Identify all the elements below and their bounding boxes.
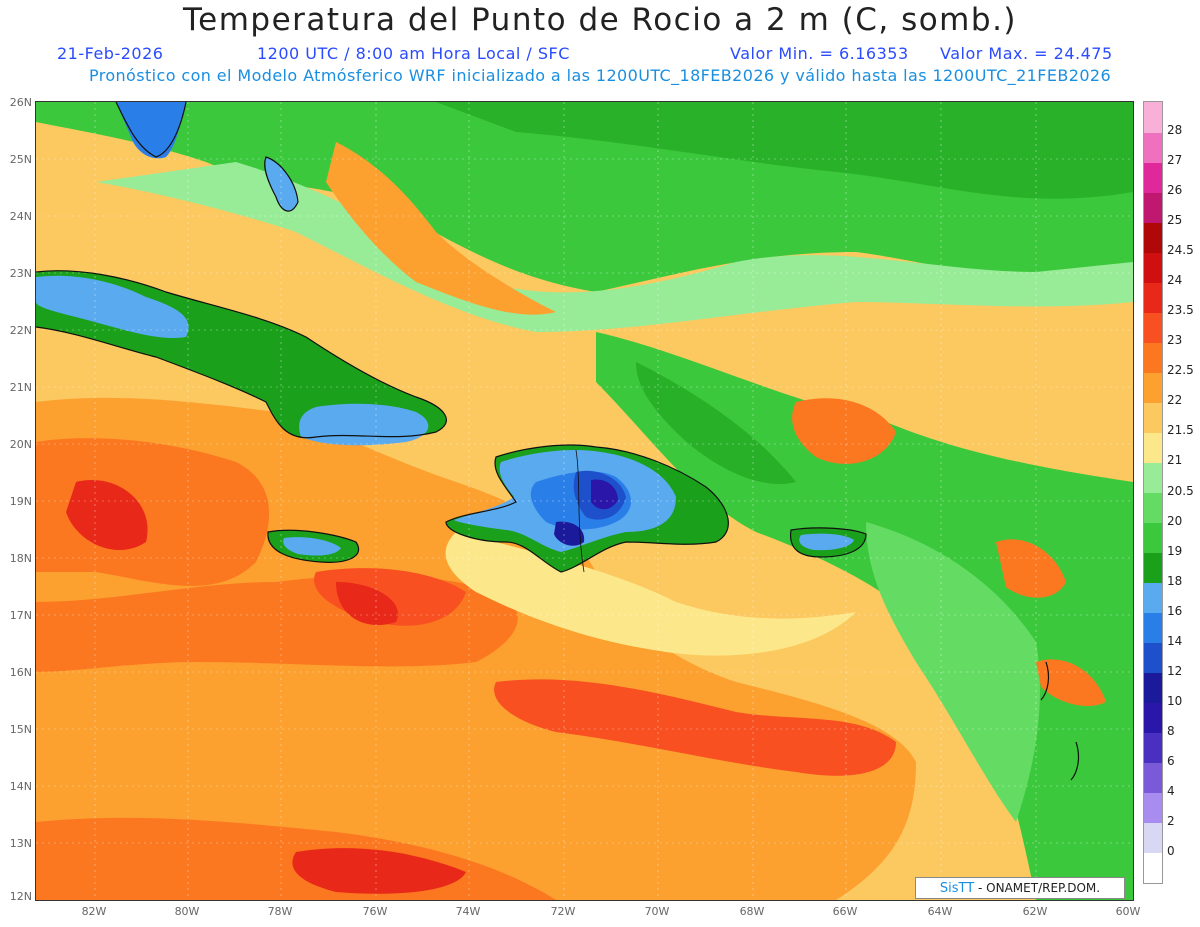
colorbar-tick-label: 12 <box>1167 663 1183 678</box>
colorbar-swatch <box>1144 672 1162 704</box>
lat-label-21n: 21N <box>9 381 32 394</box>
dewpoint-map <box>35 101 1134 901</box>
lat-label-19n: 19N <box>9 495 32 508</box>
lat-label-20n: 20N <box>9 438 32 451</box>
lat-label-25n: 25N <box>9 153 32 166</box>
colorbar-tick-label: 24.5 <box>1167 243 1194 258</box>
lon-label-82w: 82W <box>81 905 107 918</box>
colorbar-swatch <box>1144 822 1162 854</box>
lat-label-23n: 23N <box>9 267 32 280</box>
colorbar-tick-label: 14 <box>1167 633 1183 648</box>
lon-label-66w: 66W <box>832 905 858 918</box>
colorbar-tick-label: 4 <box>1167 783 1175 798</box>
colorbar-swatch <box>1144 312 1162 343</box>
colorbar-swatch <box>1144 192 1162 223</box>
colorbar-swatch <box>1144 582 1162 614</box>
lon-label-78w: 78W <box>267 905 293 918</box>
colorbar-swatch <box>1144 252 1162 283</box>
colorbar-swatch <box>1144 642 1162 674</box>
colorbar-tick-label: 21.5 <box>1167 423 1194 438</box>
lat-label-14n: 14N <box>9 780 32 793</box>
dewpoint-field <box>36 102 1133 900</box>
colorbar-tick-label: 23 <box>1167 333 1183 348</box>
colorbar-tick-label: 19 <box>1167 543 1183 558</box>
lon-label-68w: 68W <box>739 905 765 918</box>
colorbar-tick-label: 22.5 <box>1167 363 1194 378</box>
colorbar-tick-label: 24 <box>1167 273 1183 288</box>
colorbar-swatch <box>1144 342 1162 373</box>
colorbar <box>1143 101 1163 884</box>
colorbar-tick-label: 22 <box>1167 393 1183 408</box>
colorbar-swatch <box>1144 702 1162 734</box>
colorbar-swatch <box>1144 732 1162 764</box>
colorbar-tick-label: 8 <box>1167 723 1175 738</box>
colorbar-tick-label: 25 <box>1167 213 1183 228</box>
lat-label-15n: 15N <box>9 723 32 736</box>
lon-label-72w: 72W <box>550 905 576 918</box>
colorbar-swatch <box>1144 792 1162 824</box>
credit-box: SisTT - ONAMET/REP.DOM. <box>915 877 1125 899</box>
colorbar-swatch <box>1144 162 1162 193</box>
colorbar-swatch <box>1144 222 1162 253</box>
credit-text: - ONAMET/REP.DOM. <box>978 881 1101 895</box>
colorbar-tick-label: 26 <box>1167 183 1183 198</box>
colorbar-swatch <box>1144 492 1162 524</box>
model-info: Pronóstico con el Modelo Atmósferico WRF… <box>88 66 1112 85</box>
lon-label-60w: 60W <box>1115 905 1141 918</box>
colorbar-swatch <box>1144 552 1162 584</box>
lat-label-24n: 24N <box>9 210 32 223</box>
valid-time: 1200 UTC / 8:00 am Hora Local / SFC <box>257 44 570 63</box>
colorbar-swatch <box>1144 372 1162 403</box>
lat-label-17n: 17N <box>9 609 32 622</box>
colorbar-swatch <box>1144 522 1162 554</box>
max-value: Valor Max. = 24.475 <box>940 44 1113 63</box>
colorbar-tick-label: 20 <box>1167 513 1183 528</box>
colorbar-swatch <box>1144 462 1162 493</box>
colorbar-swatch <box>1144 432 1162 463</box>
colorbar-tick-label: 28 <box>1167 123 1183 138</box>
colorbar-tick-label: 6 <box>1167 753 1175 768</box>
colorbar-swatch <box>1144 402 1162 433</box>
lon-label-76w: 76W <box>362 905 388 918</box>
lon-label-74w: 74W <box>455 905 481 918</box>
map-title: Temperatura del Punto de Rocio a 2 m (C,… <box>182 2 1018 38</box>
lat-label-16n: 16N <box>9 666 32 679</box>
lon-label-70w: 70W <box>644 905 670 918</box>
colorbar-swatch <box>1144 852 1162 884</box>
colorbar-swatch <box>1144 612 1162 644</box>
colorbar-tick-label: 2 <box>1167 813 1175 828</box>
lat-label-12n: 12N <box>9 890 32 903</box>
lat-label-22n: 22N <box>9 324 32 337</box>
lon-label-62w: 62W <box>1022 905 1048 918</box>
lon-label-80w: 80W <box>174 905 200 918</box>
lat-label-26n: 26N <box>9 96 32 109</box>
colorbar-tick-label: 16 <box>1167 603 1183 618</box>
sistt-logo: SisTT <box>939 881 975 896</box>
colorbar-tick-label: 20.5 <box>1167 483 1194 498</box>
min-value: Valor Min. = 6.16353 <box>730 44 909 63</box>
lon-label-64w: 64W <box>927 905 953 918</box>
valid-date: 21-Feb-2026 <box>57 44 164 63</box>
colorbar-tick-label: 18 <box>1167 573 1183 588</box>
colorbar-swatch <box>1144 762 1162 794</box>
colorbar-tick-label: 21 <box>1167 453 1183 468</box>
colorbar-tick-label: 23.5 <box>1167 303 1194 318</box>
colorbar-tick-label: 0 <box>1167 843 1175 858</box>
colorbar-swatch <box>1144 132 1162 163</box>
colorbar-tick-label: 10 <box>1167 693 1183 708</box>
colorbar-swatch <box>1144 102 1162 133</box>
lat-label-18n: 18N <box>9 552 32 565</box>
colorbar-swatch <box>1144 282 1162 313</box>
lat-label-13n: 13N <box>9 837 32 850</box>
colorbar-tick-label: 27 <box>1167 153 1183 168</box>
